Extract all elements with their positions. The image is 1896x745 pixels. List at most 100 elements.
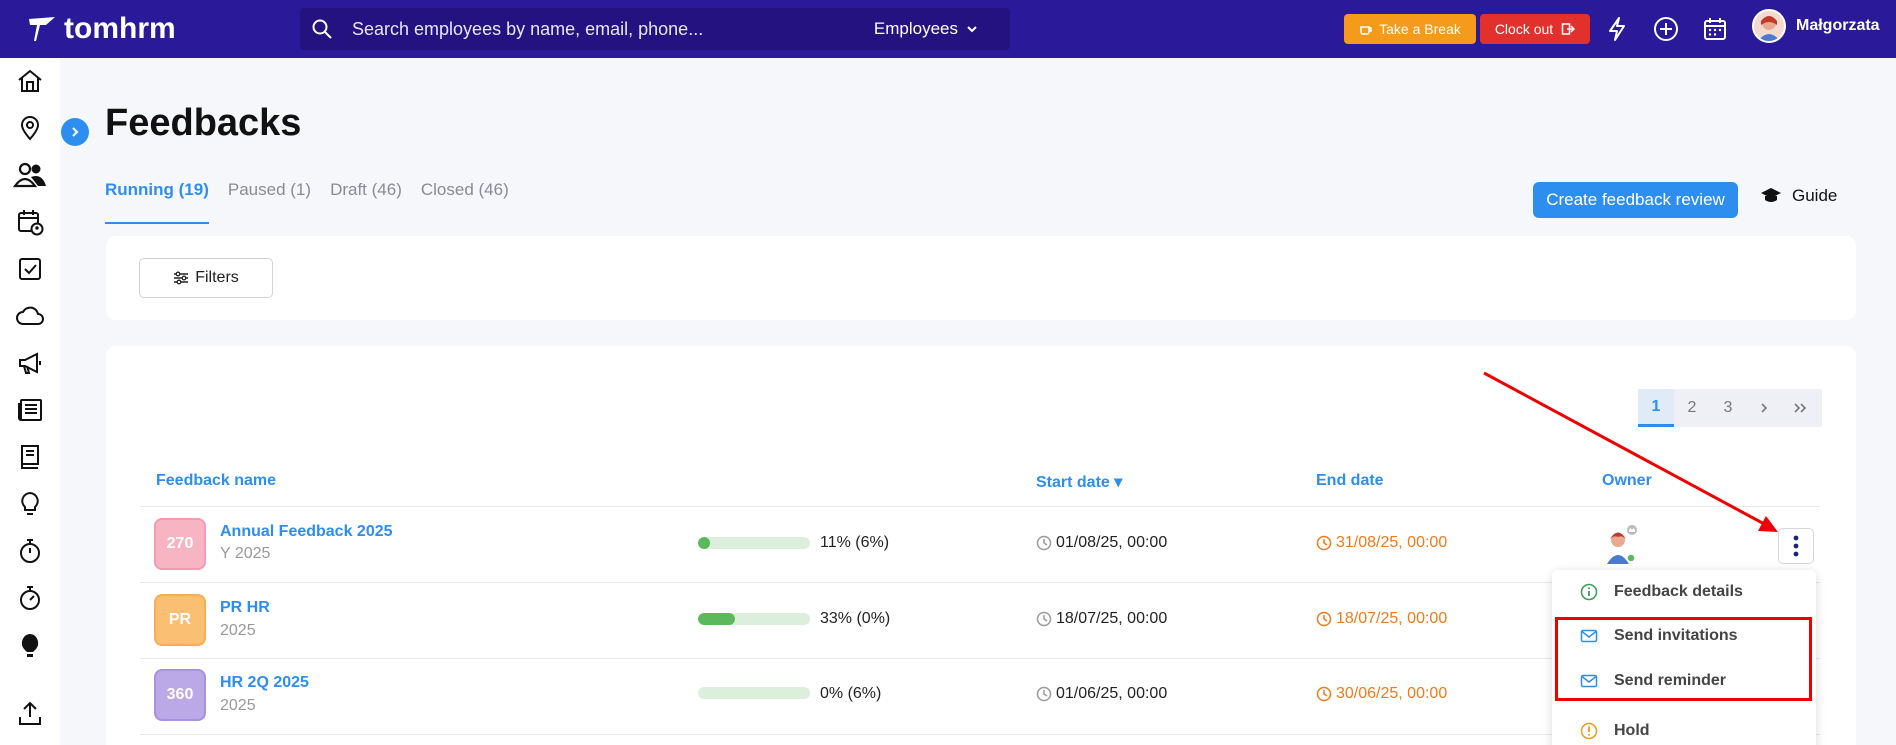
- create-feedback-review-button[interactable]: Create feedback review: [1533, 182, 1738, 218]
- lightning-icon[interactable]: [1602, 14, 1632, 44]
- people-icon[interactable]: [12, 160, 48, 190]
- chevron-down-icon: [967, 26, 977, 33]
- feedback-subtitle: 2025: [220, 697, 256, 714]
- start-date-value: 01/06/25, 00:00: [1056, 685, 1168, 702]
- feedback-subtitle: 2025: [220, 622, 256, 639]
- tab-running[interactable]: Running (19): [105, 180, 209, 224]
- coffee-icon: [1360, 26, 1372, 35]
- pagination: 1 2 3: [1638, 389, 1822, 427]
- info-icon: [1580, 583, 1598, 601]
- start-date-value: 01/08/25, 00:00: [1056, 534, 1168, 551]
- brand-name: tomhrm: [64, 12, 176, 45]
- status-tabs: Running (19) Paused (1) Draft (46) Close…: [105, 180, 509, 224]
- hot-air-balloon-icon[interactable]: [15, 630, 45, 660]
- start-date: 01/08/25, 00:00: [1036, 534, 1167, 552]
- search-scope-dropdown[interactable]: Employees: [874, 19, 978, 39]
- newspaper-icon[interactable]: [15, 395, 45, 425]
- megaphone-icon[interactable]: [15, 348, 45, 378]
- timer-icon[interactable]: [15, 583, 45, 613]
- page-3-button[interactable]: 3: [1723, 399, 1733, 416]
- search-bar: Employees: [300, 8, 1010, 50]
- column-header-end-date[interactable]: End date: [1316, 472, 1384, 489]
- filters-button[interactable]: Filters: [139, 258, 273, 298]
- calendar-icon[interactable]: [1700, 14, 1730, 44]
- cloud-icon[interactable]: [15, 301, 45, 331]
- next-page-icon[interactable]: [1746, 389, 1782, 427]
- calendar-user-icon[interactable]: [15, 207, 45, 237]
- brand-logo[interactable]: tomhrm: [26, 12, 176, 46]
- filters-card: Filters: [106, 236, 1856, 320]
- feedback-name-link[interactable]: HR 2Q 2025: [220, 674, 309, 691]
- upload-icon[interactable]: [15, 698, 45, 728]
- end-date-value: 31/08/25, 00:00: [1336, 534, 1448, 551]
- location-pin-icon[interactable]: [15, 113, 45, 143]
- clock-out-label: Clock out: [1494, 21, 1554, 37]
- owner-avatar[interactable]: [1603, 524, 1639, 564]
- expand-sidebar-button[interactable]: [61, 118, 89, 146]
- search-scope-label: Employees: [873, 19, 958, 38]
- progress-bar: [698, 537, 810, 549]
- guide-button[interactable]: Guide: [1760, 186, 1837, 206]
- progress-fill: [698, 537, 711, 549]
- take-break-label: Take a Break: [1379, 21, 1461, 37]
- menu-item-send-reminder[interactable]: Send reminder: [1580, 672, 1726, 690]
- page-1-button[interactable]: 1: [1638, 389, 1674, 427]
- top-bar: tomhrm Employees Take a Break Clock out …: [0, 0, 1896, 58]
- search-input[interactable]: [352, 18, 874, 40]
- start-date: 01/06/25, 00:00: [1036, 685, 1167, 703]
- stopwatch-icon[interactable]: [15, 536, 45, 566]
- feedback-badge: 270: [154, 518, 206, 570]
- page-2-button[interactable]: 2: [1687, 399, 1697, 416]
- clock-icon: [1316, 611, 1332, 627]
- progress-text: 33% (0%): [820, 610, 891, 627]
- progress-bar: [698, 613, 810, 625]
- search-icon: [312, 19, 332, 39]
- warning-circle-icon: [1580, 722, 1598, 740]
- row-actions-button[interactable]: [1778, 528, 1814, 564]
- menu-item-send-invitations[interactable]: Send invitations: [1580, 627, 1738, 645]
- menu-item-feedback-details[interactable]: Feedback details: [1580, 583, 1743, 601]
- menu-item-label: Send invitations: [1614, 627, 1738, 644]
- user-menu[interactable]: Małgorzata: [1752, 9, 1880, 43]
- end-date: 31/08/25, 00:00: [1316, 534, 1447, 552]
- book-icon[interactable]: [15, 442, 45, 472]
- progress-fill: [698, 613, 735, 625]
- feedback-subtitle: Y 2025: [220, 545, 271, 562]
- feedback-name-link[interactable]: Annual Feedback 2025: [220, 523, 393, 540]
- add-circle-icon[interactable]: [1651, 14, 1681, 44]
- progress-text: 0% (6%): [820, 685, 882, 702]
- row-divider: [140, 506, 1820, 507]
- row-divider: [140, 582, 1820, 583]
- take-break-button[interactable]: Take a Break: [1344, 14, 1476, 44]
- start-date-value: 18/07/25, 00:00: [1056, 610, 1168, 627]
- home-icon[interactable]: [15, 66, 45, 96]
- last-page-icon[interactable]: [1782, 389, 1818, 427]
- column-header-start-date[interactable]: Start date ▾: [1036, 474, 1123, 491]
- sidebar: [0, 58, 60, 745]
- tab-draft[interactable]: Draft (46): [330, 180, 402, 199]
- column-header-name[interactable]: Feedback name: [156, 472, 277, 489]
- page-title: Feedbacks: [105, 102, 302, 144]
- exit-icon: [1561, 23, 1576, 35]
- envelope-icon: [1580, 674, 1598, 688]
- end-date-value: 18/07/25, 00:00: [1336, 610, 1448, 627]
- checkbox-icon[interactable]: [15, 254, 45, 284]
- row-actions-menu: Feedback details Send invitations Send r…: [1552, 570, 1816, 745]
- end-date: 18/07/25, 00:00: [1316, 610, 1447, 628]
- clock-icon: [1316, 686, 1332, 702]
- progress-bar: [698, 687, 810, 699]
- lightbulb-icon[interactable]: [15, 489, 45, 519]
- feedback-badge: PR: [154, 594, 206, 646]
- column-header-owner[interactable]: Owner: [1602, 472, 1652, 489]
- guide-label: Guide: [1792, 186, 1838, 205]
- row-divider: [140, 734, 1820, 735]
- end-date-value: 30/06/25, 00:00: [1336, 685, 1448, 702]
- feedback-name-link[interactable]: PR HR: [220, 599, 270, 616]
- clock-out-button[interactable]: Clock out: [1480, 14, 1590, 44]
- tab-closed[interactable]: Closed (46): [420, 180, 509, 199]
- menu-item-label: Feedback details: [1614, 583, 1743, 600]
- tab-paused[interactable]: Paused (1): [227, 180, 312, 199]
- graduation-cap-icon: [1761, 188, 1781, 202]
- menu-item-hold[interactable]: Hold: [1580, 722, 1650, 740]
- menu-item-label: Send reminder: [1614, 672, 1727, 689]
